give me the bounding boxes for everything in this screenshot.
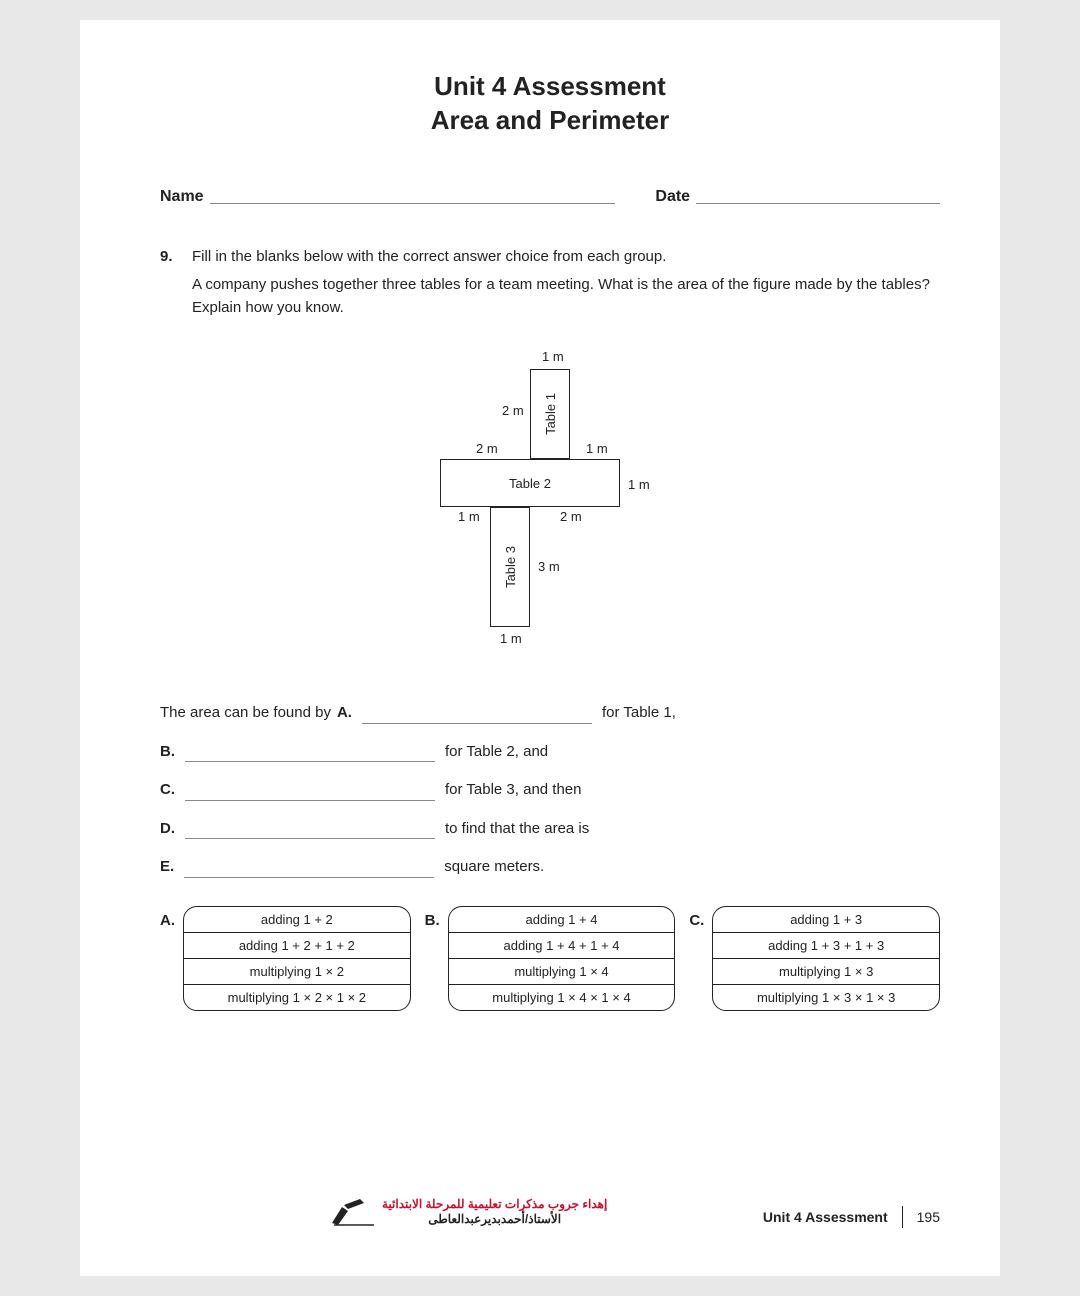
fill-row-a: The area can be found by A. for Table 1,	[160, 699, 940, 728]
fill-d-post: to find that the area is	[445, 815, 589, 844]
blank-d[interactable]	[185, 838, 435, 839]
name-field-group: Name	[160, 188, 615, 206]
fill-row-e: E. square meters.	[160, 853, 940, 882]
table-3-label: Table 3	[503, 546, 518, 588]
choice-a-2[interactable]: multiplying 1 × 2	[184, 959, 410, 985]
date-label: Date	[655, 188, 690, 206]
question-number: 9.	[160, 246, 182, 326]
dim-t3-topleft: 1 m	[458, 509, 480, 524]
footer-page-info: Unit 4 Assessment 195	[763, 1206, 940, 1228]
choice-a-letter: A.	[160, 906, 175, 1011]
title-line-2: Area and Perimeter	[160, 104, 940, 138]
pen-icon	[330, 1197, 376, 1227]
question-instruction: Fill in the blanks below with the correc…	[192, 246, 940, 269]
fill-b-label: B.	[160, 738, 175, 767]
choice-c-letter: C.	[689, 906, 704, 1011]
question-block: 9. Fill in the blanks below with the cor…	[160, 246, 940, 326]
question-body: Fill in the blanks below with the correc…	[192, 246, 940, 326]
answer-choices-row: A. adding 1 + 2 adding 1 + 2 + 1 + 2 mul…	[160, 906, 940, 1011]
choice-c-1[interactable]: adding 1 + 3 + 1 + 3	[713, 933, 939, 959]
dim-top: 1 m	[542, 349, 564, 364]
table-1-box: Table 1	[530, 369, 570, 459]
choice-a-1[interactable]: adding 1 + 2 + 1 + 2	[184, 933, 410, 959]
choice-c-3[interactable]: multiplying 1 × 3 × 1 × 3	[713, 985, 939, 1010]
fill-a-label: A.	[337, 699, 352, 728]
dim-t1-left: 2 m	[502, 403, 524, 418]
stamp-text: إهداء جروب مذكرات تعليمية للمرحلة الابتد…	[382, 1197, 607, 1228]
stamp-line-2: الأستاذ/أحمدبديرعبدالعاطى	[382, 1212, 607, 1228]
choice-b-2[interactable]: multiplying 1 × 4	[449, 959, 675, 985]
fill-e-label: E.	[160, 853, 174, 882]
fill-a-pre: The area can be found by	[160, 699, 331, 728]
date-blank-line[interactable]	[696, 203, 940, 204]
dim-bottom: 1 m	[500, 631, 522, 646]
fill-d-label: D.	[160, 815, 175, 844]
choice-b-1[interactable]: adding 1 + 4 + 1 + 4	[449, 933, 675, 959]
choice-b-3[interactable]: multiplying 1 × 4 × 1 × 4	[449, 985, 675, 1010]
choice-c-2[interactable]: multiplying 1 × 3	[713, 959, 939, 985]
fill-row-b: B. for Table 2, and	[160, 738, 940, 767]
choice-b-0[interactable]: adding 1 + 4	[449, 907, 675, 933]
title-block: Unit 4 Assessment Area and Perimeter	[160, 70, 940, 138]
choice-c-stack: adding 1 + 3 adding 1 + 3 + 1 + 3 multip…	[712, 906, 940, 1011]
worksheet-page: Unit 4 Assessment Area and Perimeter Nam…	[80, 20, 1000, 1276]
footer-page-number: 195	[917, 1209, 940, 1225]
name-blank-line[interactable]	[210, 203, 616, 204]
footer-stamp: إهداء جروب مذكرات تعليمية للمرحلة الابتد…	[330, 1197, 607, 1228]
choice-b-stack: adding 1 + 4 adding 1 + 4 + 1 + 4 multip…	[448, 906, 676, 1011]
footer-divider	[902, 1206, 903, 1228]
name-label: Name	[160, 188, 204, 206]
footer-unit-label: Unit 4 Assessment	[763, 1209, 888, 1225]
fill-c-label: C.	[160, 776, 175, 805]
table-3-box: Table 3	[490, 507, 530, 627]
fill-row-d: D. to find that the area is	[160, 815, 940, 844]
dim-t2-right: 1 m	[628, 477, 650, 492]
choice-col-b: B. adding 1 + 4 adding 1 + 4 + 1 + 4 mul…	[425, 906, 676, 1011]
choice-b-letter: B.	[425, 906, 440, 1011]
fill-a-post: for Table 1,	[602, 699, 676, 728]
fill-e-post: square meters.	[444, 853, 544, 882]
blank-c[interactable]	[185, 800, 435, 801]
table-2-label: Table 2	[509, 476, 551, 491]
question-prompt: A company pushes together three tables f…	[192, 274, 940, 319]
table-1-label: Table 1	[543, 393, 558, 435]
choice-a-stack: adding 1 + 2 adding 1 + 2 + 1 + 2 multip…	[183, 906, 411, 1011]
blank-b[interactable]	[185, 761, 435, 762]
dim-t3-topright: 2 m	[560, 509, 582, 524]
table-2-box: Table 2	[440, 459, 620, 507]
diagram-container: Table 1 Table 2 Table 3 1 m 2 m 2 m 1 m …	[160, 349, 940, 669]
choice-col-a: A. adding 1 + 2 adding 1 + 2 + 1 + 2 mul…	[160, 906, 411, 1011]
name-date-row: Name Date	[160, 188, 940, 206]
choice-c-0[interactable]: adding 1 + 3	[713, 907, 939, 933]
fill-b-post: for Table 2, and	[445, 738, 548, 767]
choice-a-3[interactable]: multiplying 1 × 2 × 1 × 2	[184, 985, 410, 1010]
dim-t2-topright: 1 m	[586, 441, 608, 456]
dim-t2-topleft: 2 m	[476, 441, 498, 456]
title-line-1: Unit 4 Assessment	[160, 70, 940, 104]
fill-blanks-section: The area can be found by A. for Table 1,…	[160, 699, 940, 882]
blank-a[interactable]	[362, 723, 592, 724]
fill-row-c: C. for Table 3, and then	[160, 776, 940, 805]
stamp-line-1: إهداء جروب مذكرات تعليمية للمرحلة الابتد…	[382, 1197, 607, 1213]
dim-t3-right: 3 m	[538, 559, 560, 574]
choice-col-c: C. adding 1 + 3 adding 1 + 3 + 1 + 3 mul…	[689, 906, 940, 1011]
tables-diagram: Table 1 Table 2 Table 3 1 m 2 m 2 m 1 m …	[420, 349, 680, 669]
choice-a-0[interactable]: adding 1 + 2	[184, 907, 410, 933]
date-field-group: Date	[655, 188, 940, 206]
fill-c-post: for Table 3, and then	[445, 776, 582, 805]
blank-e[interactable]	[184, 877, 434, 878]
